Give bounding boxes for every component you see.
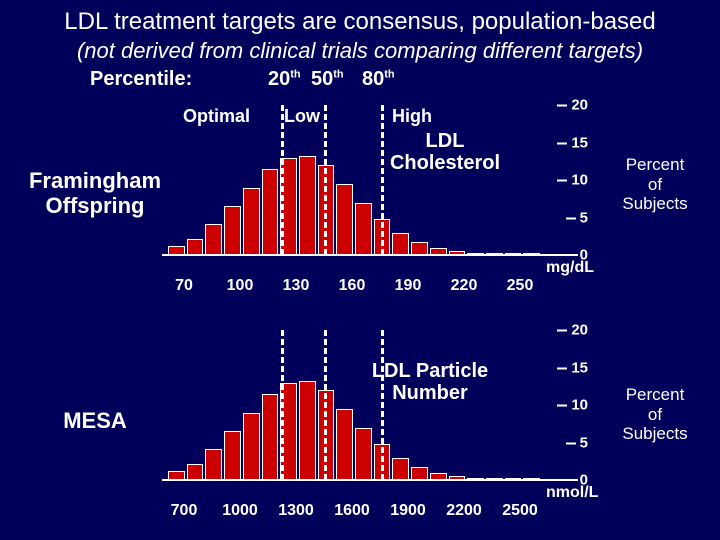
y-tick-label: 0 xyxy=(580,472,588,489)
x-tick-label: 1300 xyxy=(278,502,314,520)
annotation-ldl-particle: LDL ParticleNumber xyxy=(350,360,510,404)
y-tick-label: 10 xyxy=(557,172,588,189)
x-tick-label: 700 xyxy=(171,502,198,520)
bar xyxy=(355,428,372,481)
y-tick-label: 15 xyxy=(557,134,588,151)
x-axis-line xyxy=(162,479,578,481)
bar xyxy=(224,431,241,480)
bar xyxy=(336,409,353,480)
bar xyxy=(187,239,204,256)
x-tick-label: 1000 xyxy=(222,502,258,520)
bar xyxy=(205,449,222,481)
x-tick-label: 100 xyxy=(227,277,254,295)
y-tick-label: 10 xyxy=(557,397,588,414)
x-tick-label: 2500 xyxy=(502,502,538,520)
percentile-line xyxy=(381,105,384,255)
x-tick-label: 130 xyxy=(283,277,310,295)
bar xyxy=(411,467,428,481)
x-tick-label: 70 xyxy=(175,277,193,295)
percentile-label: Percentile: xyxy=(90,68,192,91)
x-tick-label: 2200 xyxy=(446,502,482,520)
y-tick-label: 20 xyxy=(557,322,588,339)
y-axis-label-2: PercentofSubjects xyxy=(605,385,705,444)
chart-mesa: 700100013001600190022002500 nmol/L 05101… xyxy=(168,330,540,480)
x-tick-label: 160 xyxy=(339,277,366,295)
percentile-line xyxy=(381,330,384,480)
x-unit: nmol/L xyxy=(546,484,598,502)
chart-framingham: 70100130160190220250 mg/dL 05101520 xyxy=(168,105,540,255)
bar xyxy=(262,169,279,255)
bar xyxy=(243,188,260,256)
bar xyxy=(299,156,316,255)
y-tick-label: 20 xyxy=(557,97,588,114)
percentile-line xyxy=(281,105,284,255)
bar xyxy=(205,224,222,256)
annotation-ldl-cholesterol: LDLCholesterol xyxy=(370,130,520,174)
percentile-line xyxy=(324,330,327,480)
y-tick-label: 5 xyxy=(566,434,588,451)
x-tick-label: 250 xyxy=(507,277,534,295)
bar xyxy=(336,184,353,255)
bar xyxy=(187,464,204,481)
percentile-value: 80th xyxy=(362,68,395,91)
bar xyxy=(392,458,409,481)
y-axis-label-1: PercentofSubjects xyxy=(605,155,705,214)
bar xyxy=(392,233,409,256)
bar xyxy=(262,394,279,480)
bar xyxy=(299,381,316,480)
y-tick-label: 15 xyxy=(557,359,588,376)
bar xyxy=(243,413,260,481)
page-title: LDL treatment targets are consensus, pop… xyxy=(0,0,720,36)
y-tick-label: 0 xyxy=(580,247,588,264)
x-tick-label: 220 xyxy=(451,277,478,295)
x-axis-line xyxy=(162,254,578,256)
x-tick-label: 1600 xyxy=(334,502,370,520)
bar xyxy=(224,206,241,255)
x-tick-label: 190 xyxy=(395,277,422,295)
percentile-line xyxy=(324,105,327,255)
bar xyxy=(411,242,428,256)
page-subtitle: (not derived from clinical trials compar… xyxy=(0,38,720,64)
bar xyxy=(355,203,372,256)
study-label-mesa: MESA xyxy=(20,408,170,433)
percentile-value: 50th xyxy=(311,68,344,91)
study-label-framingham: FraminghamOffspring xyxy=(20,168,170,219)
x-tick-label: 1900 xyxy=(390,502,426,520)
y-tick-label: 5 xyxy=(566,209,588,226)
percentile-value: 20th xyxy=(268,68,301,91)
percentile-line xyxy=(281,330,284,480)
